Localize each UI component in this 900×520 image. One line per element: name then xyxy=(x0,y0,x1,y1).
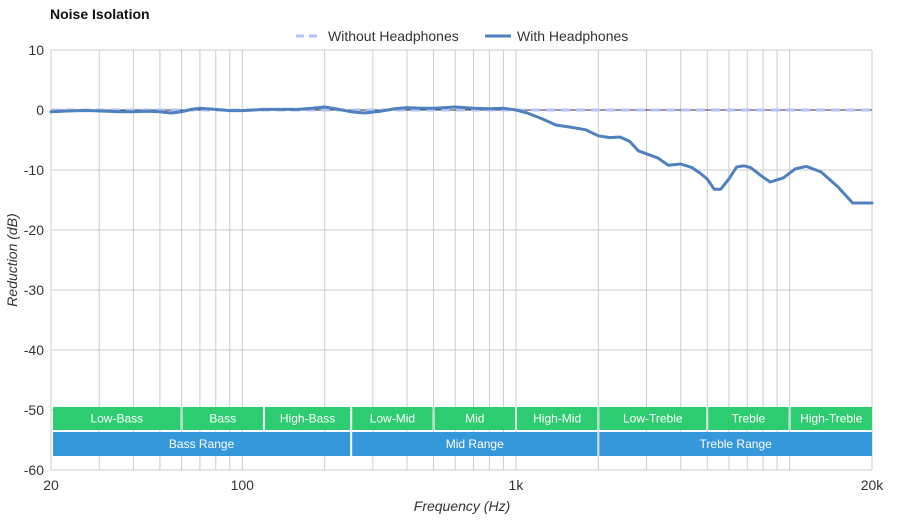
band-label-low-treble: Low-Treble xyxy=(623,412,683,426)
y-tick-label: 10 xyxy=(28,42,44,58)
series-lines xyxy=(49,105,874,205)
legend: Without Headphones With Headphones xyxy=(296,28,628,44)
band-label-treble: Treble xyxy=(732,412,766,426)
band-label-bass-range: Bass Range xyxy=(169,437,235,451)
band-bass-range xyxy=(53,432,351,456)
y-tick-label: -20 xyxy=(24,222,44,238)
x-axis-ticks: 20 100 1k 20k xyxy=(43,477,884,493)
chart-title: Noise Isolation xyxy=(50,6,150,22)
y-tick-label: -50 xyxy=(24,402,44,418)
y-tick-label: -10 xyxy=(24,162,44,178)
band-bass xyxy=(182,407,263,430)
frequency-bands: Low-Bass Bass High-Bass Low-Mid Mid High-Mid L… xyxy=(53,407,872,456)
band-high-treble xyxy=(790,407,872,430)
band-low-treble xyxy=(599,407,707,430)
x-axis-title: Frequency (Hz) xyxy=(414,498,510,514)
y-tick-label: -60 xyxy=(24,462,44,478)
band-label-bass: Bass xyxy=(209,412,236,426)
band-high-mid xyxy=(516,407,598,430)
x-tick-label: 100 xyxy=(231,477,255,493)
y-axis-title: Reduction (dB) xyxy=(4,213,20,306)
legend-label-without[interactable]: Without Headphones xyxy=(328,28,459,44)
band-label-mid: Mid xyxy=(465,412,484,426)
series-line-with-headphones xyxy=(49,105,874,205)
x-tick-label: 20k xyxy=(861,477,885,493)
y-tick-label: -30 xyxy=(24,282,44,298)
y-axis-ticks: 10 0 -10 -20 -30 -40 -50 -60 xyxy=(24,42,44,478)
band-label-high-mid: High-Mid xyxy=(533,412,581,426)
y-tick-label: 0 xyxy=(36,102,44,118)
band-label-mid-range: Mid Range xyxy=(446,437,504,451)
band-label-high-bass: High-Bass xyxy=(280,412,335,426)
band-mid-range xyxy=(352,432,598,456)
y-tick-label: -40 xyxy=(24,342,44,358)
band-treble xyxy=(708,407,789,430)
band-high-bass xyxy=(264,407,351,430)
band-mid xyxy=(434,407,515,430)
x-tick-label: 1k xyxy=(509,477,525,493)
band-label-low-mid: Low-Mid xyxy=(370,412,415,426)
x-tick-label: 20 xyxy=(43,477,59,493)
band-treble-range xyxy=(599,432,872,456)
band-low-bass xyxy=(53,407,181,430)
band-label-treble-range: Treble Range xyxy=(700,437,773,451)
legend-label-with[interactable]: With Headphones xyxy=(517,28,628,44)
band-label-low-bass: Low-Bass xyxy=(90,412,143,426)
band-low-mid xyxy=(352,407,433,430)
band-label-high-treble: High-Treble xyxy=(800,412,863,426)
